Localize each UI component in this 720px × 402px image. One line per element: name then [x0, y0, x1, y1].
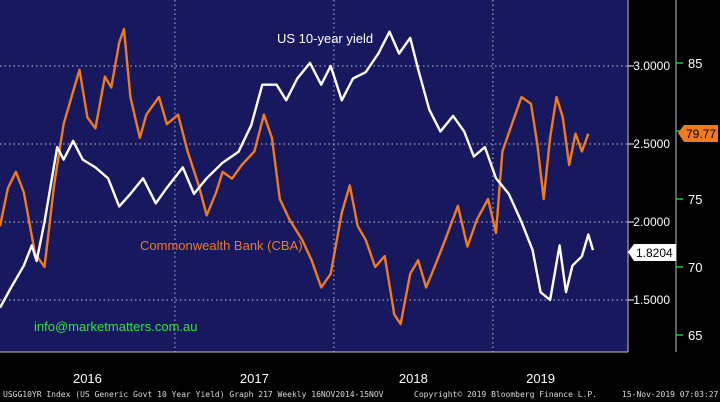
x-label-2018: 2018	[399, 371, 428, 386]
cba-last-value: 79.77	[686, 127, 716, 141]
x-label-2016: 2016	[73, 371, 102, 386]
left-tick-label-2: 2.5000	[633, 137, 670, 151]
right-tick-label-2: 75	[688, 192, 702, 207]
cba-last-value-badge: 79.77	[678, 125, 718, 142]
yield-last-value-badge: 1.8204	[628, 244, 676, 261]
x-axis-year-labels: 2016 2017 2018 2019	[73, 371, 555, 386]
left-tick-label-0: 1.5000	[633, 293, 670, 307]
grid-lines	[0, 65, 628, 301]
yield-series-label: US 10-year yield	[277, 31, 373, 46]
plot-background	[0, 0, 628, 352]
footer-source: USGG10YR Index (US Generic Govt 10 Year …	[3, 390, 384, 399]
x-label-2017: 2017	[240, 371, 269, 386]
series-line-us-10-year-yield	[0, 30, 595, 309]
left-axis-ticks: 1.5000 2.0000 2.5000 3.0000	[628, 59, 670, 307]
right-tick-label-1: 70	[688, 260, 702, 275]
x-axis-band	[0, 352, 720, 384]
website-annotation: info@marketmatters.com.au	[34, 319, 197, 334]
left-tick-label-1: 2.0000	[633, 215, 670, 229]
right-axis-ticks: 6570758085	[676, 56, 702, 343]
yield-last-value: 1.8204	[636, 246, 673, 260]
cba-series-label: Commonwealth Bank (CBA)	[140, 238, 303, 253]
footer-timestamp: 15-Nov-2019 07:03:27	[622, 390, 719, 399]
series-line-cba	[0, 27, 590, 326]
left-tick-label-3: 3.0000	[633, 59, 670, 73]
right-tick-label-4: 85	[688, 56, 702, 71]
x-label-2019: 2019	[526, 371, 555, 386]
footer-copyright: Copyright© 2019 Bloomberg Finance L.P.	[414, 390, 597, 399]
right-tick-label-0: 65	[688, 328, 702, 343]
